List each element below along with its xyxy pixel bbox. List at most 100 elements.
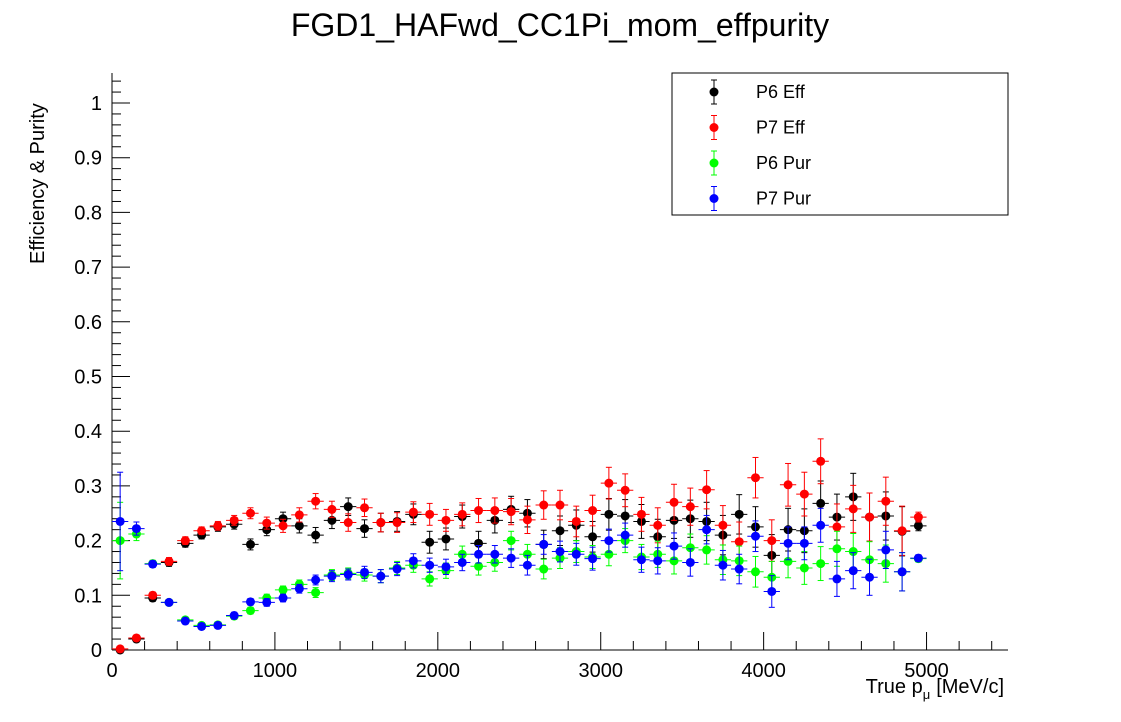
legend-entry-p7-pur: P7 Pur <box>709 186 811 211</box>
data-point <box>522 560 532 570</box>
data-point <box>571 516 581 526</box>
x-tick-label: 2000 <box>416 660 461 682</box>
y-tick-label: 0.3 <box>74 476 102 498</box>
data-point <box>799 563 809 573</box>
data-point <box>311 588 321 598</box>
x-tick-label: 0 <box>106 660 117 682</box>
y-tick-label: 0.9 <box>74 148 102 170</box>
data-point <box>213 521 223 531</box>
legend: P6 Eff P7 Eff P6 Pur P7 Pur <box>671 72 1009 216</box>
legend-entry-p6-eff: P6 Eff <box>709 79 806 105</box>
data-point <box>164 597 174 607</box>
data-point <box>115 516 125 526</box>
data-point <box>750 531 760 541</box>
data-point <box>311 530 321 540</box>
data-point <box>474 561 484 571</box>
data-point <box>213 620 223 630</box>
data-point <box>294 510 304 520</box>
data-point <box>832 574 842 584</box>
data-point <box>816 559 826 569</box>
legend-marker <box>709 158 719 168</box>
y-tick-label: 0.5 <box>74 367 102 389</box>
data-point <box>245 597 255 607</box>
data-point <box>131 524 141 534</box>
data-point <box>653 520 663 530</box>
chart-title: FGD1_HAFwd_CC1Pi_mom_effpurity <box>291 7 829 43</box>
data-point <box>555 547 565 557</box>
data-point <box>343 518 353 528</box>
data-point <box>506 507 516 517</box>
data-point <box>278 521 288 531</box>
data-point <box>294 584 304 594</box>
data-point <box>636 509 646 519</box>
data-point <box>425 574 435 584</box>
data-point <box>539 564 549 574</box>
data-point <box>685 557 695 567</box>
data-point <box>555 526 565 536</box>
x-tick-label: 3000 <box>578 660 623 682</box>
data-point <box>897 526 907 536</box>
data-point <box>522 515 532 525</box>
data-point <box>555 500 565 510</box>
data-point <box>620 530 630 540</box>
data-point <box>457 557 467 567</box>
data-point <box>327 571 337 581</box>
data-point <box>604 509 614 519</box>
data-point <box>881 545 891 555</box>
data-point <box>278 585 288 595</box>
data-point <box>262 525 272 535</box>
x-axis-label-main: True p <box>866 676 923 698</box>
data-point <box>441 534 451 544</box>
data-point <box>767 536 777 546</box>
data-point <box>441 562 451 572</box>
series-p7-pur <box>112 471 927 631</box>
legend-label: P6 Eff <box>756 82 806 102</box>
y-tick-label: 0.1 <box>74 585 102 607</box>
data-point <box>620 485 630 495</box>
legend-entry-p6-pur: P6 Pur <box>709 150 811 176</box>
x-axis-label-unit: [MeV/c] <box>936 676 1004 698</box>
legend-box <box>671 72 1009 216</box>
data-point <box>408 556 418 566</box>
data-point <box>571 549 581 559</box>
data-point <box>197 526 207 536</box>
data-point <box>131 633 141 643</box>
data-point <box>913 512 923 522</box>
series-p7-eff <box>112 438 927 654</box>
data-point <box>718 560 728 570</box>
x-axis-label-subscript: μ <box>923 687 931 702</box>
data-point <box>604 536 614 546</box>
data-point <box>490 549 500 559</box>
legend-marker <box>709 123 719 132</box>
data-point <box>474 506 484 516</box>
data-point <box>360 503 370 513</box>
data-point <box>180 536 190 546</box>
data-point <box>327 504 337 514</box>
data-point <box>425 537 435 547</box>
data-point <box>685 543 695 553</box>
data-point <box>360 524 370 534</box>
legend-marker <box>709 194 719 203</box>
data-point <box>653 556 663 566</box>
data-point <box>799 489 809 499</box>
data-point <box>702 545 712 555</box>
data-point <box>588 506 598 516</box>
data-point <box>148 590 158 600</box>
data-point <box>474 549 484 559</box>
y-tick-label: 0.7 <box>74 257 102 279</box>
data-point <box>669 541 679 551</box>
data-point <box>392 518 402 528</box>
data-point <box>262 597 272 607</box>
data-point <box>783 556 793 566</box>
y-axis-label: Efficiency & Purity <box>27 103 49 264</box>
data-point <box>311 575 321 585</box>
data-point <box>685 502 695 512</box>
data-point <box>294 521 304 531</box>
data-point <box>245 508 255 518</box>
data-point <box>767 586 777 596</box>
data-point <box>865 512 875 522</box>
y-tick-label: 0.8 <box>74 202 102 224</box>
marks-layer <box>112 438 927 655</box>
data-point <box>913 553 923 563</box>
